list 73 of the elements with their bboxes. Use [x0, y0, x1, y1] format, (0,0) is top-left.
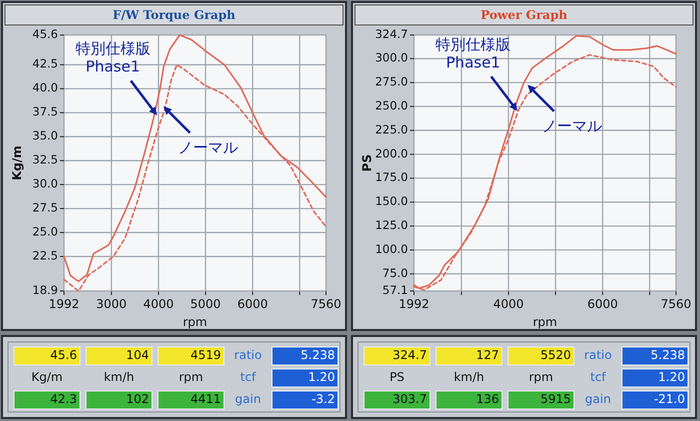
text: 5.238	[650, 348, 685, 362]
text: 102	[126, 392, 149, 406]
y-tick-label: 18.9	[32, 283, 58, 298]
y-tick-label: 40.0	[32, 80, 58, 95]
text: 104	[126, 348, 149, 362]
chart-title: Power Graph	[480, 8, 568, 22]
text: ratio	[584, 348, 612, 362]
text: 1.20	[658, 370, 685, 384]
x-tick-label: 1992	[48, 297, 80, 312]
y-tick-label: 45.6	[32, 27, 58, 42]
y-tick-label: 200.0	[375, 146, 408, 160]
text: gain	[585, 392, 611, 406]
text: 136	[476, 392, 499, 406]
y-tick-label: 175.0	[375, 170, 408, 184]
y-tick-label: 42.5	[32, 56, 58, 71]
x-tick-label: 6000	[587, 297, 618, 312]
x-tick-label: 5000	[190, 297, 221, 312]
y-tick-label: 22.5	[32, 248, 58, 263]
text: 5915	[540, 392, 571, 406]
y-tick-label: 37.5	[32, 104, 58, 119]
text: -21.0	[654, 392, 685, 406]
text: 42.3	[50, 392, 77, 406]
y-tick-label: 250.0	[375, 98, 408, 113]
y-tick-label: 100.0	[375, 242, 408, 256]
text: 45.6	[50, 348, 77, 362]
y-tick-label: 30.0	[32, 176, 58, 191]
text: 127	[476, 348, 499, 362]
text: tcf	[590, 370, 607, 384]
y-tick-label: 35.0	[32, 128, 58, 143]
y-tick-label: 25.0	[32, 224, 58, 239]
y-tick-label: 27.5	[32, 200, 58, 215]
text: ratio	[234, 348, 262, 362]
y-tick-label: 125.0	[375, 218, 408, 232]
text: -3.2	[312, 392, 335, 406]
text: tcf	[240, 370, 257, 384]
x-axis-title: rpm	[532, 315, 558, 330]
x-tick-label: 4000	[143, 297, 174, 312]
annotation: 特別仕様版 Phase1	[75, 40, 150, 76]
text: 1.20	[308, 370, 335, 384]
text: rpm	[178, 370, 204, 384]
y-tick-label: 32.5	[32, 152, 58, 167]
text: Kg/m	[31, 370, 63, 384]
x-tick-label: 7560	[310, 297, 342, 312]
text: 324.7	[392, 348, 427, 362]
x-tick-label: 7560	[660, 297, 692, 312]
text: km/h	[454, 370, 484, 384]
y-tick-label: 57.1	[382, 283, 408, 298]
text: 5520	[540, 348, 571, 362]
y-tick-label: 150.0	[375, 194, 408, 208]
y-tick-label: 300.0	[375, 50, 408, 65]
text: 5.238	[300, 348, 335, 362]
text: PS	[390, 370, 404, 384]
text: 303.7	[392, 392, 427, 406]
text: 4411	[190, 392, 221, 406]
y-tick-label: 75.0	[382, 266, 408, 280]
x-tick-label: 3000	[96, 297, 127, 312]
y-axis-title: PS	[360, 154, 374, 172]
x-axis-title: rpm	[182, 315, 208, 330]
text: rpm	[528, 370, 554, 384]
x-tick-label: 4000	[493, 297, 524, 312]
y-tick-label: 275.0	[375, 74, 408, 89]
text: 4519	[190, 348, 221, 362]
y-axis-title: Kg/m	[10, 146, 24, 180]
text: km/h	[104, 370, 134, 384]
x-tick-label: 6000	[237, 297, 268, 312]
annotation: ノーマル	[178, 138, 238, 157]
annotation: ノーマル	[542, 117, 602, 136]
x-tick-label: 1992	[398, 297, 430, 312]
annotation: 特別仕様版 Phase1	[436, 36, 511, 72]
chart-title: F/W Torque Graph	[112, 8, 236, 22]
text: gain	[235, 392, 261, 406]
y-tick-label: 225.0	[375, 122, 408, 137]
y-tick-label: 324.7	[375, 27, 408, 42]
